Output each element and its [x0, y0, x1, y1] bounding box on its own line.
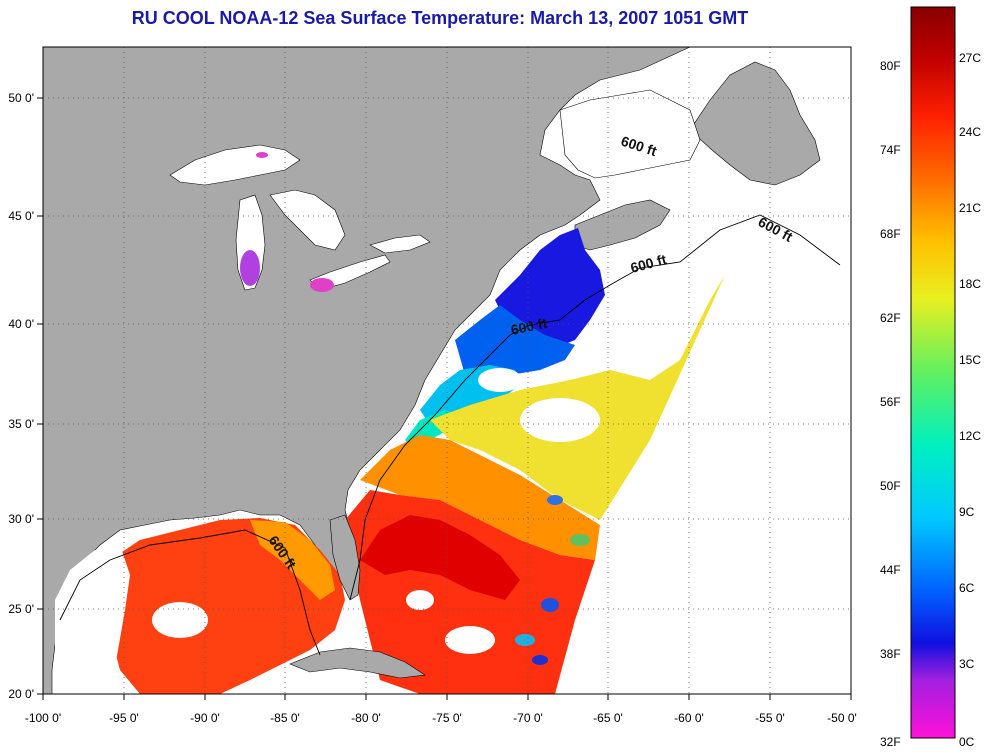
lat-tick-label: 35 0'	[8, 417, 34, 431]
cloud-patch	[152, 602, 208, 638]
cloud-patch	[590, 332, 650, 368]
sst-gulf-of-maine	[495, 228, 605, 350]
colorbar-c-label: 21C	[959, 201, 981, 215]
lon-tick-label: -90 0'	[190, 711, 220, 725]
land-cuba	[289, 647, 426, 679]
lake-erie-sst	[310, 278, 334, 292]
lake-superior-sst	[256, 152, 268, 158]
gulf-st-lawrence	[559, 89, 701, 179]
land-newfoundland	[689, 61, 821, 186]
lon-tick-label: -60 0'	[674, 711, 704, 725]
colorbar-c-label: 27C	[959, 51, 981, 65]
colorbar-f-label: 62F	[880, 311, 901, 325]
colorbar-f-label: 56F	[880, 395, 901, 409]
colorbar-c-label: 24C	[959, 125, 981, 139]
sst-dark-red-stream	[360, 515, 520, 600]
colorbar-c-label: 15C	[959, 353, 981, 367]
lat-tick-label: 30 0'	[8, 512, 34, 526]
lon-tick-label: -85 0'	[270, 711, 300, 725]
lat-tick-label: 25 0'	[8, 602, 34, 616]
lon-tick-label: -100 0'	[25, 711, 61, 725]
land-florida	[329, 514, 361, 601]
colorbar-f-label: 80F	[880, 59, 901, 73]
lake-michigan-sst	[240, 250, 260, 286]
colorbar	[910, 6, 956, 739]
cloud-patch	[445, 626, 495, 654]
sst-yellow-offshore	[430, 275, 725, 520]
contour-600ft	[59, 214, 841, 656]
sst-shelf-north	[455, 305, 575, 380]
colorbar-f-label: 74F	[880, 143, 901, 157]
cool-speckle	[541, 598, 559, 612]
contour-label: 600 ft	[509, 315, 548, 338]
cloud-patch	[520, 398, 600, 442]
colorbar-f-label: 38F	[880, 647, 901, 661]
colorbar-f-label: 50F	[880, 479, 901, 493]
sst-orange-band	[360, 435, 600, 560]
cloud-patch	[406, 590, 434, 610]
sst-gulf-west-white	[55, 545, 130, 694]
lake-ontario	[369, 234, 431, 254]
colorbar-f-label: 44F	[880, 563, 901, 577]
land-nova-scotia	[574, 199, 671, 251]
lat-tick-label: 20 0'	[8, 687, 34, 701]
colorbar-c-label: 3C	[959, 657, 975, 671]
cool-speckle	[570, 534, 590, 546]
colorbar-f-label: 32F	[880, 735, 901, 749]
cool-speckle	[515, 634, 535, 646]
tick-marks	[37, 97, 852, 700]
lat-tick-label: 40 0'	[8, 317, 34, 331]
colorbar-c-label: 9C	[959, 505, 975, 519]
colorbar-c-label: 12C	[959, 429, 981, 443]
lat-tick-label: 45 0'	[8, 209, 34, 223]
colorbar-c-label: 6C	[959, 581, 975, 595]
lon-tick-label: -75 0'	[432, 711, 462, 725]
lon-tick-label: -55 0'	[755, 711, 785, 725]
cool-speckle	[547, 495, 563, 505]
sst-gulf-north-orange	[250, 520, 335, 600]
lon-tick-label: -65 0'	[593, 711, 623, 725]
lon-tick-label: -95 0'	[109, 711, 139, 725]
lon-tick-label: -80 0'	[351, 711, 381, 725]
lon-tick-label: -50 0'	[827, 711, 857, 725]
cloud-patch	[478, 368, 522, 392]
lon-tick-label: -70 0'	[513, 711, 543, 725]
lat-tick-label: 50 0'	[8, 91, 34, 105]
colorbar-c-label: 0C	[959, 735, 975, 749]
cool-speckle	[532, 655, 548, 665]
lake-huron	[269, 189, 346, 251]
colorbar-f-label: 68F	[880, 227, 901, 241]
colorbar-c-label: 18C	[959, 277, 981, 291]
chart-title: RU COOL NOAA-12 Sea Surface Temperature:…	[131, 8, 749, 28]
